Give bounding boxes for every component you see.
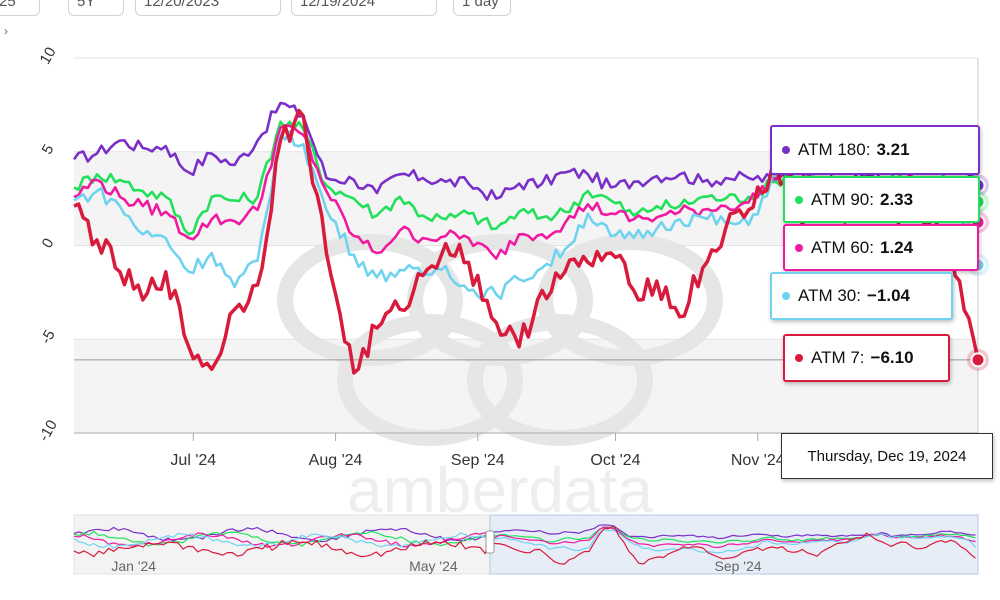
- tooltip-atm-90: ATM 90: 2.33: [783, 176, 980, 223]
- tooltip-series-value: 3.21: [876, 140, 910, 159]
- legend-dot-icon: [795, 354, 803, 362]
- navigator-tick-label: Sep '24: [715, 558, 762, 574]
- navigator-tick-label: Jan '24: [111, 558, 156, 574]
- navigator-tick-label: May '24: [409, 558, 458, 574]
- x-tick-label: Nov '24: [731, 452, 785, 469]
- y-tick-label: -5: [37, 327, 58, 347]
- tooltip-atm-180: ATM 180: 3.21: [770, 125, 980, 175]
- series-endpoint-marker: [970, 352, 986, 368]
- tooltip-series-name: ATM 180:: [798, 140, 871, 159]
- start-date-input[interactable]: 12/20/2023: [135, 0, 281, 16]
- tooltip-series-value: −1.04: [866, 286, 910, 305]
- tooltip-series-value: −6.10: [870, 348, 914, 367]
- tooltip-series-name: ATM 60:: [811, 237, 874, 257]
- chevron-right-icon[interactable]: ›: [4, 24, 8, 38]
- legend-dot-icon: [795, 243, 803, 252]
- tooltip-series-value: 2.33: [879, 189, 914, 209]
- x-tick-label: Oct '24: [590, 452, 640, 469]
- end-date-input[interactable]: 12/19/2024: [291, 0, 437, 16]
- x-tick-label: Aug '24: [309, 452, 363, 469]
- navigator-handle-left[interactable]: [485, 530, 495, 554]
- legend-dot-icon: [782, 292, 790, 300]
- tooltip-series-name: ATM 90:: [811, 189, 874, 209]
- y-tick-label: -10: [35, 417, 61, 444]
- legend-dot-icon: [795, 195, 803, 204]
- y-tick-label: 0: [39, 235, 58, 251]
- watermark-text: amberdata: [347, 454, 653, 526]
- tooltip-atm-60: ATM 60: 1.24: [783, 224, 979, 271]
- y-tick-label: 10: [37, 44, 60, 67]
- tooltip-series-name: ATM 7:: [811, 348, 865, 367]
- watermark: amberdata: [277, 234, 723, 526]
- y-tick-label: 5: [39, 142, 58, 158]
- navigator[interactable]: Jan '24 May '24 Sep '24: [73, 514, 979, 575]
- x-tick-label: Sep '24: [451, 452, 505, 469]
- watermark-ring: [467, 314, 653, 446]
- tooltip-atm-30: ATM 30: −1.04: [770, 272, 953, 320]
- tooltip-series-name: ATM 30:: [798, 286, 861, 305]
- tooltip-date: Thursday, Dec 19, 2024: [781, 433, 993, 479]
- legend-dot-icon: [782, 146, 790, 154]
- watermark-ring: [277, 234, 463, 366]
- navigator-line-atm-7: [73, 525, 976, 565]
- watermark-ring: [337, 314, 523, 446]
- navigator-line-atm-180: [73, 524, 976, 543]
- range-select[interactable]: 5Y: [68, 0, 124, 16]
- tooltip-atm-7: ATM 7: −6.10: [783, 334, 950, 382]
- delta-select[interactable]: Δ25: [0, 0, 40, 16]
- x-tick-label: Jul '24: [170, 452, 216, 469]
- interval-select[interactable]: 1 day: [453, 0, 511, 16]
- controls-bar: Δ25 5Y 12/20/2023 12/19/2024 1 day: [0, 0, 1000, 20]
- tooltip-series-value: 1.24: [879, 237, 914, 257]
- navigator-line-atm-90: [73, 526, 976, 547]
- navigator-line-atm-30: [73, 529, 976, 554]
